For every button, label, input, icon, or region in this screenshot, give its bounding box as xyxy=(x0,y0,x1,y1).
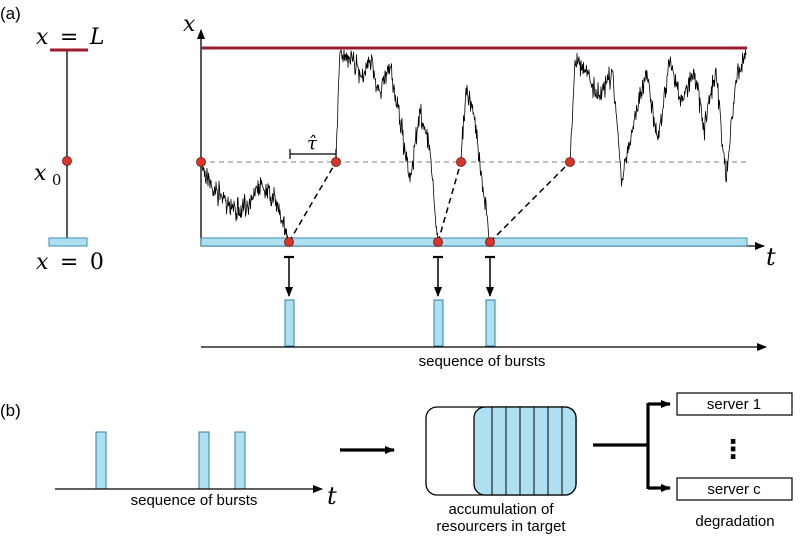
reflecting-boundary-marker xyxy=(48,237,88,247)
trajectory-path xyxy=(200,49,747,243)
queue-caption-line2: resourcers in target xyxy=(436,518,566,535)
burst-b-3 xyxy=(234,431,246,490)
x-axis-label: t xyxy=(766,243,776,271)
server-c-box xyxy=(676,477,793,501)
reset-jump-2 xyxy=(437,161,462,243)
burst-1 xyxy=(284,299,295,347)
tau-label: τ̂ xyxy=(307,133,318,154)
hit-marker-1 xyxy=(284,237,294,247)
panel-a-label: (a) xyxy=(0,4,21,23)
queue-fill xyxy=(473,406,577,496)
top-boundary-label: x = L xyxy=(36,24,104,50)
burst-2 xyxy=(433,299,444,347)
reset-marker-1 xyxy=(331,157,341,167)
burst-b-1 xyxy=(95,431,107,490)
y-axis-label: x xyxy=(183,12,196,37)
server-fanout xyxy=(593,400,671,492)
server-1-label: server 1 xyxy=(707,396,761,413)
reflecting-boundary-bar xyxy=(200,237,748,247)
burst-sequence-b: t sequence of bursts xyxy=(55,431,337,510)
burst-b-caption: sequence of bursts xyxy=(131,492,258,509)
reset-jump-3 xyxy=(489,161,571,243)
x0-marker xyxy=(62,156,72,166)
left-scale: x = L x 0 x = 0 xyxy=(34,24,104,275)
panel-b-label: (b) xyxy=(0,401,21,420)
x0-label: x 0 xyxy=(34,160,61,189)
server-list: server 1 ⋮ server c degradation xyxy=(676,392,793,530)
burst-sequence-caption: sequence of bursts xyxy=(419,353,546,370)
server-ellipsis: ⋮ xyxy=(720,434,746,464)
bottom-boundary-label: x = 0 xyxy=(36,249,104,275)
burst-3 xyxy=(485,299,496,347)
queue-caption-line1: accumulation of xyxy=(448,501,554,518)
tau-bracket: τ̂ xyxy=(289,133,337,159)
burst-b-t-label: t xyxy=(327,482,337,510)
reset-marker-3 xyxy=(565,157,575,167)
burst-sequence-a: sequence of bursts xyxy=(201,299,767,370)
degradation-label: degradation xyxy=(695,513,774,530)
start-marker xyxy=(196,157,206,167)
trajectory-plot: x t τ̂ xyxy=(183,12,776,271)
reset-marker-2 xyxy=(456,157,466,167)
server-1-box xyxy=(676,392,793,416)
hit-marker-2 xyxy=(433,237,443,247)
server-c-label: server c xyxy=(707,481,761,498)
hit-marker-3 xyxy=(485,237,495,247)
queue-buffer: accumulation of resourcers in target xyxy=(425,406,577,535)
reset-jump-1 xyxy=(288,161,337,243)
burst-b-2 xyxy=(198,431,210,490)
burst-mapping-arrows xyxy=(284,255,495,297)
